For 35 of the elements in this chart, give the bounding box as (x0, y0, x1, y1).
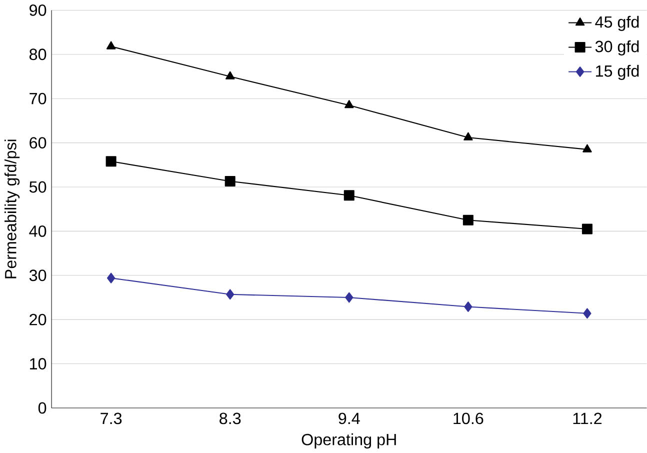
point (344, 100, 354, 108)
point (464, 132, 473, 140)
y-tick-label: 20 (30, 314, 46, 326)
y-tick-label: 50 (29, 181, 46, 193)
point (106, 272, 116, 284)
y-tick-label: 40 (29, 225, 46, 237)
point (462, 214, 474, 226)
point (344, 190, 354, 201)
point (226, 289, 234, 300)
point (464, 302, 472, 312)
point (583, 308, 592, 319)
point (582, 224, 592, 234)
legend-label: 30 gfd (595, 40, 639, 56)
point (225, 71, 235, 80)
y-tick-label: 10 (30, 358, 46, 370)
y-tick-label: 90 (30, 4, 46, 16)
legend-label: 15 gfd (596, 64, 639, 80)
point (345, 292, 354, 303)
point (106, 156, 116, 167)
legend-label: 45 gfd (595, 16, 639, 31)
x-tick-label: 10.6 (454, 412, 484, 424)
y-tick-label: 0 (38, 402, 46, 414)
y-tick-label: 80 (30, 48, 46, 60)
y-axis-title: Permeability gfd/psi (4, 140, 20, 278)
point (224, 176, 236, 187)
y-tick-label: 60 (30, 137, 46, 149)
x-tick-label: 7.3 (100, 412, 122, 424)
x-tick-label: 11.2 (573, 412, 602, 424)
x-tick-label: 8.3 (220, 412, 241, 424)
y-tick-label: 30 (29, 270, 46, 282)
y-tick-label: 70 (30, 92, 46, 104)
x-tick-label: 9.4 (338, 412, 360, 424)
x-axis-title: Operating pH (302, 433, 396, 448)
point (106, 41, 116, 50)
point (582, 144, 592, 152)
